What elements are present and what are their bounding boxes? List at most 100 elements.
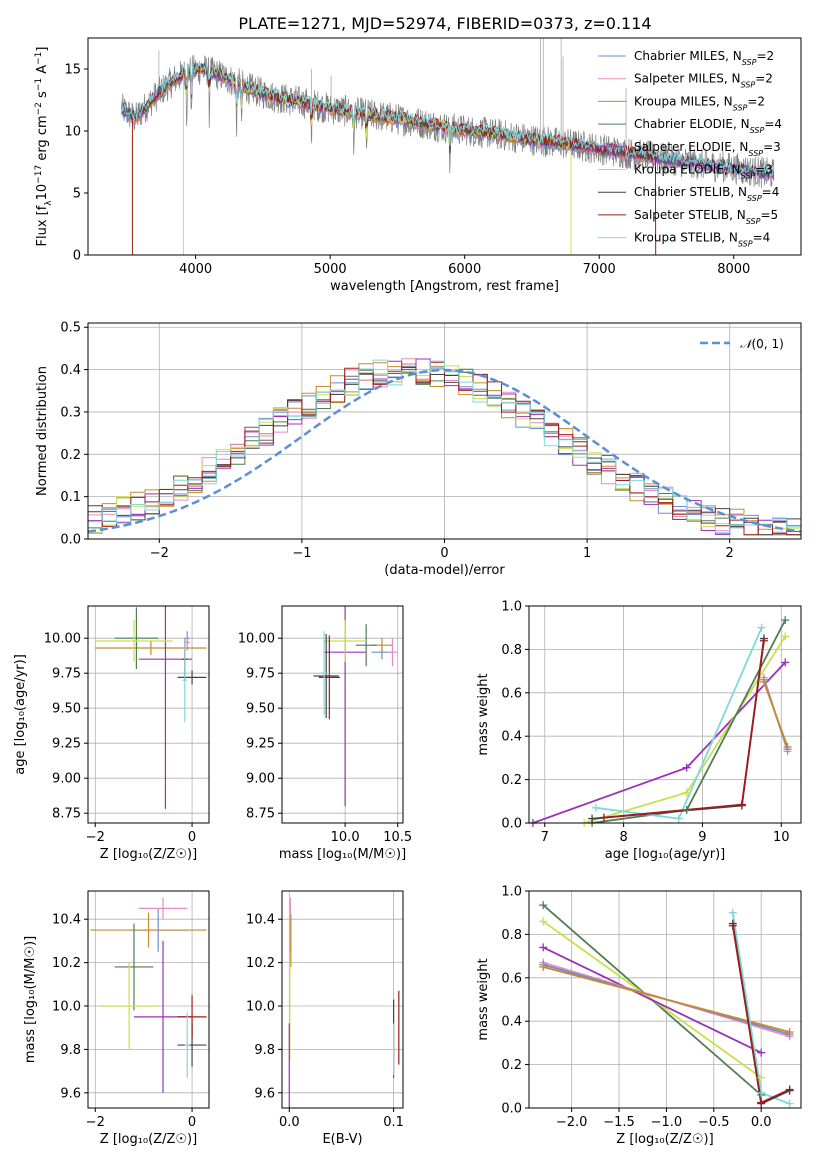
weight-series-line [595, 627, 763, 820]
legend-label-main: Kroupa MILES, N [634, 94, 733, 108]
y-axis-label: Flux [fλ10−17 erg cm−2 s−1 A−1] [34, 47, 54, 247]
legend-label-suffix: =2 [756, 49, 774, 63]
x-tick-label: −1.0 [651, 1115, 683, 1130]
y-tick-label: 9.25 [246, 737, 275, 752]
y-axis-label-part: erg cm [35, 115, 50, 164]
y-tick-label: 0.0 [501, 817, 522, 832]
weight-marker [539, 901, 548, 910]
axes-frame [528, 890, 802, 1109]
axes-frame [87, 605, 210, 824]
y-tick-label: 0 [73, 249, 81, 264]
y-axis-label: mass [log₁₀(M/M☉)] [23, 936, 38, 1063]
y-tick-label: 9.00 [246, 772, 275, 787]
y-tick-label: 0.0 [60, 533, 81, 548]
y-tick-label: 9.00 [52, 772, 81, 787]
weight-marker [757, 1073, 766, 1082]
y-tick-label: 10.00 [238, 632, 275, 647]
legend-label: Salpeter STELIB, NSSP=5 [634, 208, 778, 226]
y-tick-label: 0.8 [501, 928, 522, 943]
legend-label-sub: SSP [750, 126, 765, 135]
x-tick-label: 0 [188, 830, 196, 845]
x-tick-label: −1.5 [603, 1115, 635, 1130]
legend-label-main: Salpeter ELODIE, N [634, 140, 748, 154]
legend-label-suffix: =4 [753, 231, 771, 245]
weight-marker [539, 917, 548, 926]
x-axis-label: age [log₁₀(age/yr)] [605, 847, 726, 862]
legend-label: Chabrier ELODIE, NSSP=4 [634, 117, 782, 135]
x-axis-label: mass [log₁₀(M/M☉)] [279, 847, 406, 862]
x-axis-label: Z [log₁₀(Z/Z☉)] [100, 847, 197, 862]
legend-label-main: Salpeter MILES, N [634, 72, 741, 86]
model-spectrum-line [131, 63, 657, 255]
y-tick-label: 10.4 [246, 913, 275, 928]
x-axis-label: E(B-V) [322, 1132, 362, 1147]
weight-marker [783, 743, 792, 752]
plot-area [90, 897, 207, 1093]
y-axis-label-part: s [35, 91, 50, 102]
legend-label-suffix: =3 [755, 163, 773, 177]
y-axis-label-part: −17 [34, 165, 44, 184]
y-tick-label: 9.75 [246, 667, 275, 682]
x-tick-label: −2 [86, 830, 105, 845]
weight-marker [674, 814, 683, 823]
weight-series-line [763, 681, 789, 748]
y-tick-label: 9.50 [246, 702, 275, 717]
weight-marker [682, 788, 691, 797]
weight-marker [728, 921, 737, 930]
x-tick-label: −2.0 [556, 1115, 588, 1130]
legend: 𝒩(0, 1) [700, 337, 784, 351]
y-axis-label-part: −1 [34, 52, 44, 65]
legend-label: Chabrier MILES, NSSP=2 [634, 49, 774, 67]
y-tick-label: 0.1 [60, 490, 81, 505]
y-tick-label: 5 [73, 187, 81, 202]
weight-marker [757, 623, 766, 632]
weight-series-line [603, 640, 765, 819]
legend-label-suffix: =4 [764, 117, 782, 131]
weight-marker [728, 908, 737, 917]
legend-label: Chabrier STELIB, NSSP=4 [634, 185, 779, 203]
axes-frame [87, 322, 802, 540]
y-axis-label: age [log₁₀(age/yr)] [13, 654, 28, 775]
x-tick-label: 6000 [448, 262, 481, 277]
y-axis-label-part: λ [44, 200, 54, 206]
legend-label-sub: SSP [741, 80, 756, 89]
x-tick-label: −0.5 [698, 1115, 730, 1130]
x-tick-label: 10.5 [383, 830, 412, 845]
legend-label-main: 𝒩 [740, 337, 755, 351]
legend-label-main: Kroupa STELIB, N [634, 231, 738, 245]
legend-label-main: Salpeter STELIB, N [634, 208, 746, 222]
weight-marker [781, 632, 790, 641]
legend-label-rest: (0, 1) [752, 337, 784, 351]
plot-area [288, 897, 400, 1108]
age-vs-Z-panel: −2 0 8.75 9.00 9.25 9.50 9.75 10.00 Z [log₁₀(Z/Z… [13, 605, 210, 862]
axes-frame [281, 890, 404, 1109]
weight-vs-age-panel: 7 8 9 10 0.0 0.2 0.4 0.6 0.8 1.0 age [log₁₀(age/yr… [476, 600, 802, 862]
legend-label-main: Kroupa ELODIE, N [634, 163, 741, 177]
legend-label: Kroupa MILES, NSSP=2 [634, 94, 765, 112]
x-tick-label: 0 [440, 546, 448, 561]
y-axis-label-part: Flux [f [35, 205, 50, 246]
weight-marker [785, 1085, 794, 1094]
gaussian-curve [88, 368, 801, 533]
y-tick-label: 0.3 [60, 405, 81, 420]
plot-area [121, 38, 775, 255]
legend-label-main: Chabrier MILES, N [634, 49, 742, 63]
y-axis-label: Normed distribution [35, 366, 50, 496]
x-axis-label: Z [log₁₀(Z/Z☉)] [100, 1132, 197, 1147]
axes-frame [87, 890, 210, 1109]
x-tick-label: −2 [86, 1115, 105, 1130]
weight-marker [599, 813, 608, 822]
weight-series-line [583, 635, 786, 823]
y-axis-label-part: −1 [34, 78, 44, 91]
y-tick-label: 10.0 [52, 1000, 81, 1015]
y-tick-label: 0.4 [501, 1015, 522, 1030]
y-tick-label: 15 [64, 63, 81, 78]
y-axis-label-part: A [35, 65, 50, 78]
weight-marker [539, 962, 548, 971]
y-tick-label: 9.6 [60, 1086, 81, 1101]
y-tick-label: 9.6 [254, 1086, 275, 1101]
legend-label-suffix: =3 [763, 140, 781, 154]
legend-label-sub: SSP [748, 148, 763, 157]
y-tick-label: 0.4 [60, 363, 81, 378]
y-tick-label: 0.6 [501, 686, 522, 701]
